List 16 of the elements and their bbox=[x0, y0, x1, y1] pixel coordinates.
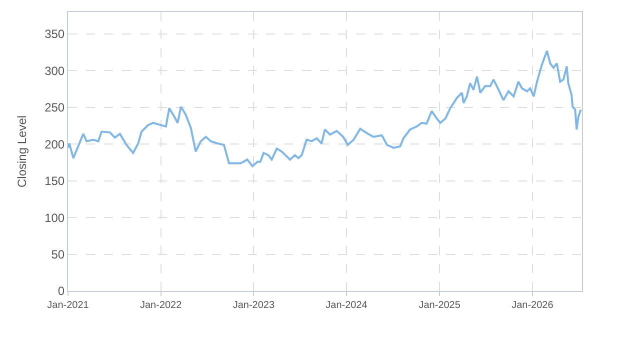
y-tick-label: 150 bbox=[44, 174, 65, 188]
y-tick-label: 300 bbox=[44, 64, 65, 78]
y-tick-label: 250 bbox=[44, 100, 65, 115]
x-tick-label: Jan-2026 bbox=[512, 300, 554, 311]
x-tick-label: Jan-2024 bbox=[326, 300, 368, 311]
y-axis-title: Closing Level bbox=[14, 115, 29, 188]
y-tick-label: 50 bbox=[51, 247, 65, 262]
x-tick-label: Jan-2021 bbox=[47, 300, 90, 311]
y-tick-label: 350 bbox=[44, 27, 65, 42]
line-series bbox=[68, 50, 582, 168]
x-tick-label: Jan-2022 bbox=[140, 300, 182, 311]
y-tick-label: 100 bbox=[44, 210, 65, 225]
x-tick-label: Jan-2023 bbox=[232, 300, 275, 311]
y-tick-label: 0 bbox=[58, 284, 65, 298]
y-tick-label: 200 bbox=[44, 137, 65, 152]
x-tick-label: Jan-2025 bbox=[418, 300, 461, 311]
